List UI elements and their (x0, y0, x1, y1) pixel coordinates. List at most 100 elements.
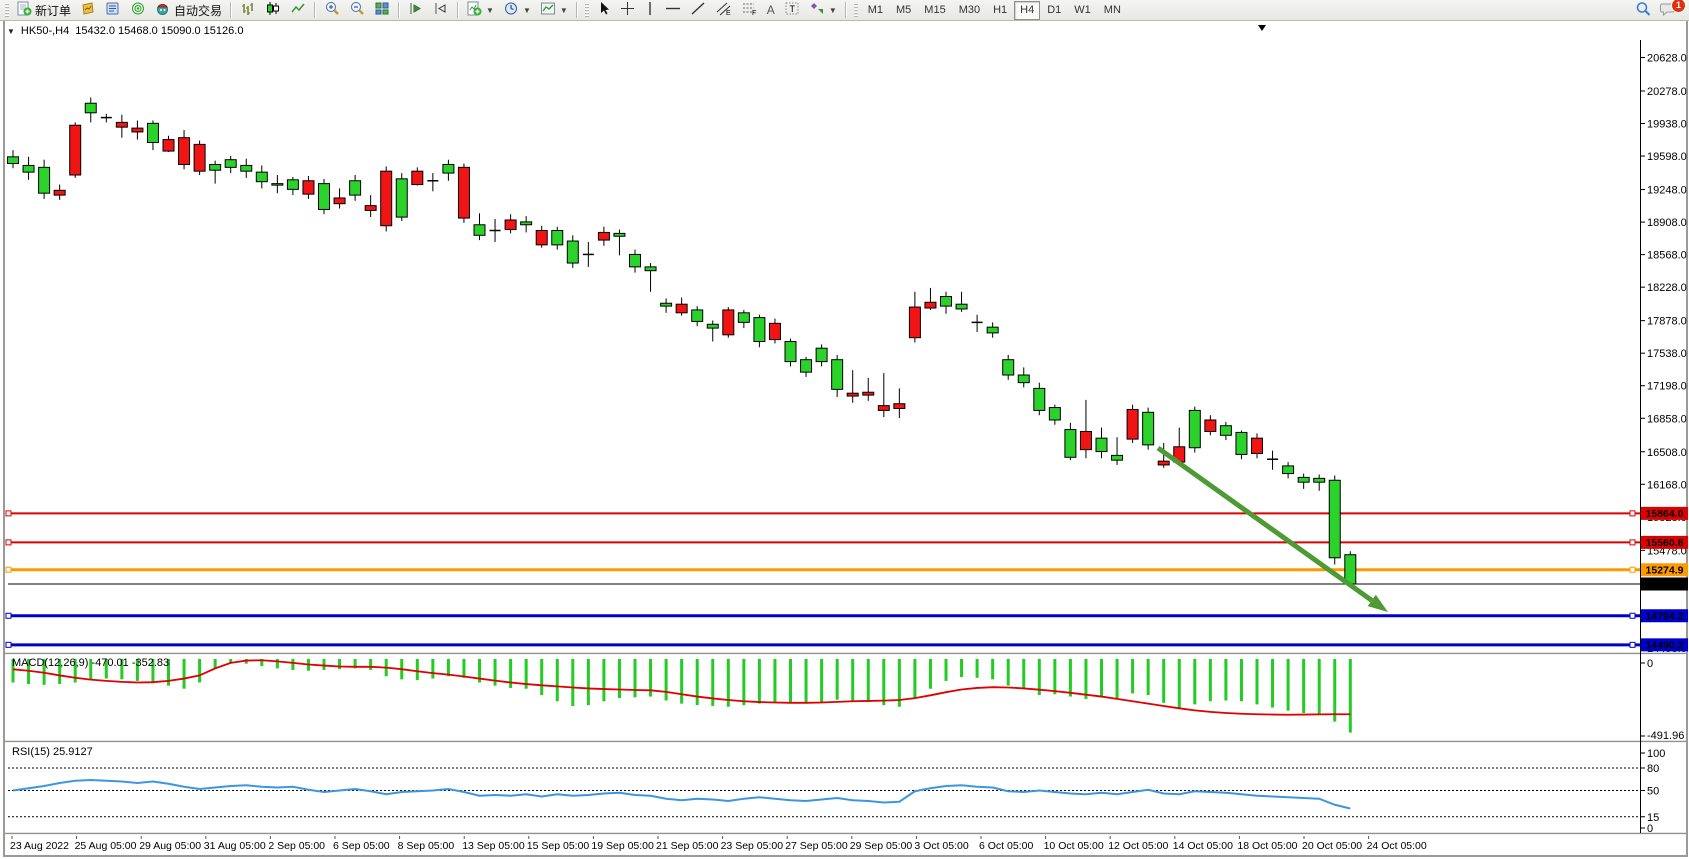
timeframe-h4-button[interactable]: H4 (1014, 0, 1041, 20)
macd-histogram-bar (1006, 659, 1010, 686)
svg-text:0: 0 (1647, 658, 1653, 670)
horizontal-line-objects[interactable] (5, 510, 1640, 648)
candle-body (333, 197, 346, 205)
vertical-line-tool-button[interactable] (640, 1, 660, 20)
candle-body (1157, 460, 1170, 466)
hline-handle[interactable] (1629, 566, 1636, 573)
macd-histogram-bar (882, 659, 886, 706)
market-watch-button[interactable] (101, 1, 125, 20)
window-border-bottom (3, 855, 1688, 857)
macd-histogram-bar (151, 659, 155, 684)
macd-histogram-bar (1302, 659, 1306, 713)
notifications-button[interactable]: 1 (1656, 0, 1686, 20)
macd-histogram-bar (167, 659, 170, 686)
zoom-out-button[interactable] (345, 1, 369, 20)
navigator-button[interactable] (126, 1, 150, 20)
search-button[interactable] (1631, 1, 1656, 20)
hline-handle[interactable] (1629, 510, 1636, 517)
text-tool-button[interactable]: A (763, 1, 779, 20)
chart-shift-marker-icon[interactable] (1258, 25, 1266, 31)
svg-text:31 Aug 05:00: 31 Aug 05:00 (204, 840, 266, 852)
candle-body (722, 309, 735, 336)
tile-windows-icon (374, 1, 390, 19)
macd-histogram-bar (649, 659, 653, 697)
line-chart-button[interactable] (286, 1, 310, 20)
candle-body (271, 183, 284, 186)
macd-histogram-bar (182, 659, 186, 689)
hline-handle[interactable] (1629, 612, 1636, 619)
candle-body (924, 301, 937, 309)
candle-body (753, 317, 766, 343)
horizontal-line-tool-button[interactable] (661, 1, 685, 20)
macd-histogram-bar (1208, 659, 1212, 702)
candle-body (1188, 409, 1201, 449)
candle-body (877, 405, 890, 411)
chart-symbol-period: HK50-,H4 (20, 25, 70, 37)
zoom-in-icon (324, 1, 340, 19)
hline-handle[interactable] (5, 510, 12, 517)
tile-windows-button[interactable] (370, 1, 394, 20)
indicators-button[interactable]: ▼ (463, 1, 498, 20)
macd-histogram-bar (571, 659, 575, 706)
timeframe-d1-button[interactable]: D1 (1041, 1, 1067, 20)
svg-text:19598.0: 19598.0 (1647, 151, 1687, 163)
chart-shift-button[interactable] (429, 1, 453, 20)
timeframe-h1-button[interactable]: H1 (987, 1, 1013, 20)
hline-handle[interactable] (5, 612, 12, 619)
bar-chart-button[interactable] (236, 1, 260, 20)
hline-handle[interactable] (5, 641, 12, 648)
svg-text:20278.0: 20278.0 (1647, 86, 1687, 98)
timeframe-w1-button[interactable]: W1 (1068, 1, 1097, 20)
timeframe-m5-button[interactable]: M5 (890, 1, 917, 20)
candle-body (597, 231, 610, 241)
svg-text:15560.8: 15560.8 (1646, 537, 1684, 549)
macd-histogram-bar (322, 659, 326, 670)
text-label-icon: T (784, 1, 800, 19)
notification-count-badge: 1 (1671, 0, 1686, 13)
timeframe-mn-button[interactable]: MN (1098, 1, 1127, 20)
toolbar-grip[interactable] (584, 3, 589, 17)
hline-handle[interactable] (1629, 641, 1636, 648)
text-label-tool-button[interactable]: T (780, 1, 804, 20)
hline-handle[interactable] (1629, 539, 1636, 546)
candle-body (986, 326, 999, 334)
candle-body (1079, 430, 1092, 451)
auto-scroll-button[interactable] (404, 1, 428, 20)
auto-trading-button[interactable]: 自动交易 (151, 1, 226, 20)
new-order-icon (17, 1, 32, 19)
hline-handle[interactable] (5, 539, 12, 546)
crosshair-tool-button[interactable] (616, 1, 639, 20)
svg-text:50: 50 (1647, 786, 1659, 798)
collapse-triangle-icon[interactable]: ▼ (7, 26, 15, 36)
trendline-tool-button[interactable] (686, 1, 710, 20)
toolbar-grip[interactable] (853, 3, 858, 17)
periods-button[interactable]: ▼ (499, 1, 535, 20)
new-order-button[interactable]: 新订单 (13, 1, 75, 20)
templates-button[interactable]: ▼ (536, 1, 572, 20)
arrows-tool-button[interactable]: ▼ (805, 1, 841, 20)
macd-histogram-bar (680, 659, 684, 704)
profiles-button[interactable] (76, 1, 100, 20)
macd-histogram-bar (1333, 659, 1337, 722)
toolbar-grip[interactable] (5, 3, 9, 17)
svg-text:-491.96: -491.96 (1647, 730, 1684, 742)
svg-text:18568.0: 18568.0 (1647, 250, 1687, 262)
timeframe-m15-button[interactable]: M15 (918, 1, 951, 20)
fibonacci-tool-button[interactable]: F (737, 1, 762, 20)
zoom-in-button[interactable] (320, 1, 344, 20)
trendline-icon (690, 1, 706, 19)
svg-text:24 Oct 05:00: 24 Oct 05:00 (1367, 840, 1427, 852)
candlestick-chart-button[interactable] (261, 1, 285, 20)
svg-text:18908.0: 18908.0 (1647, 217, 1687, 229)
cursor-tool-button[interactable] (593, 1, 615, 20)
timeframe-m30-button[interactable]: M30 (953, 1, 986, 20)
macd-histogram-bar (58, 659, 62, 685)
timeframe-m1-button[interactable]: M1 (862, 1, 889, 20)
equidistant-channel-tool-button[interactable]: E (711, 1, 736, 20)
macd-histogram-bar (1053, 659, 1057, 695)
macd-histogram-bar (338, 659, 342, 670)
hline-handle[interactable] (5, 566, 12, 573)
macd-signal-line (12, 659, 1351, 716)
trend-arrow-object[interactable] (1156, 445, 1388, 612)
